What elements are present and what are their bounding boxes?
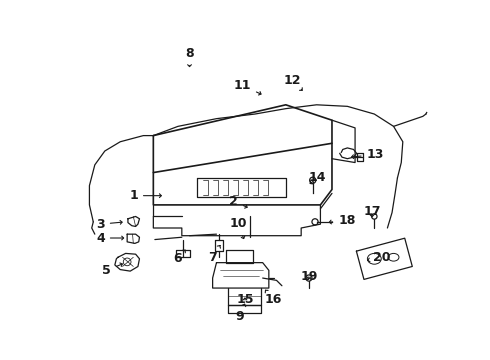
Text: 9: 9 <box>235 304 245 323</box>
Text: 13: 13 <box>352 148 384 161</box>
Text: 3: 3 <box>96 218 122 231</box>
Text: 16: 16 <box>265 290 282 306</box>
Text: 7: 7 <box>208 246 220 264</box>
Text: 19: 19 <box>300 270 318 283</box>
Text: 6: 6 <box>173 250 185 265</box>
Text: 5: 5 <box>102 263 122 277</box>
Text: 2: 2 <box>229 194 247 208</box>
Text: 14: 14 <box>309 171 326 184</box>
Text: 15: 15 <box>236 293 254 306</box>
Text: 18: 18 <box>329 214 356 227</box>
Text: 20: 20 <box>368 251 391 264</box>
Text: 17: 17 <box>363 204 381 217</box>
Text: 10: 10 <box>229 217 247 239</box>
Text: 8: 8 <box>185 47 194 67</box>
Text: 1: 1 <box>129 189 161 202</box>
Text: 4: 4 <box>96 231 123 244</box>
Text: 11: 11 <box>234 79 261 95</box>
Text: 12: 12 <box>284 74 302 90</box>
